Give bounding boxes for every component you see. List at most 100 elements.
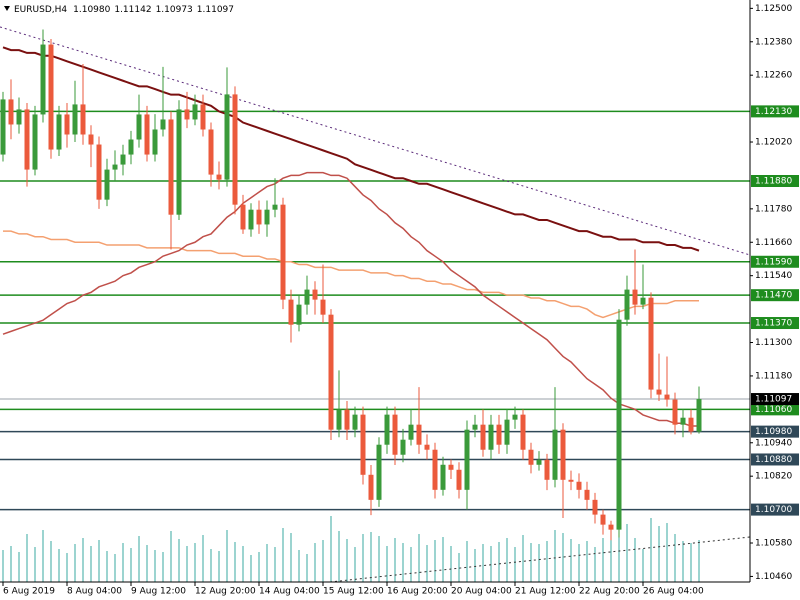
y-tick-label: 1.11660: [755, 238, 792, 248]
level-label: 1.11470: [755, 291, 792, 301]
level-label-box: [751, 453, 799, 466]
level-label: 1.10700: [755, 505, 792, 515]
x-tick-label: 16 Aug 20:00: [387, 587, 448, 597]
menu-arrow[interactable]: [4, 6, 10, 11]
candle-body: [32, 114, 38, 170]
last-price-box: [751, 393, 799, 406]
candle-body: [512, 414, 518, 420]
candle-body: [472, 424, 478, 430]
candle-body: [320, 299, 326, 315]
candle-body: [192, 104, 198, 120]
y-tick-label: 1.12380: [755, 37, 792, 47]
level-label-box: [751, 255, 799, 268]
y-tick-label: 1.11300: [755, 338, 792, 348]
candle-body: [616, 319, 622, 530]
candle-body: [440, 464, 446, 490]
candle-body: [24, 109, 30, 170]
x-tick-label: 12 Aug 20:00: [195, 587, 256, 597]
moving-average: [2, 171, 699, 427]
candle-body: [288, 299, 294, 325]
level-label: 1.10880: [755, 455, 792, 465]
candle-body: [168, 119, 174, 215]
candle-body: [552, 429, 558, 480]
candle-body: [400, 439, 406, 455]
candle-body: [456, 469, 462, 490]
candle-body: [72, 104, 78, 135]
level-label: 1.12130: [755, 107, 792, 117]
candle-body: [608, 524, 614, 530]
candle-body: [680, 417, 686, 425]
candle-body: [416, 424, 422, 445]
candle-body: [648, 297, 654, 390]
level-label: 1.11370: [755, 319, 792, 329]
candle-body: [256, 209, 262, 225]
level-label: 1.11060: [755, 405, 792, 415]
candle-body: [112, 164, 118, 170]
candle-body: [584, 489, 590, 500]
level-label-box: [751, 175, 799, 188]
candle-body: [488, 424, 494, 450]
candle-body: [536, 459, 542, 465]
candle-body: [448, 464, 454, 470]
candle-body: [0, 99, 6, 155]
candle-body: [360, 414, 366, 475]
level-label-box: [751, 289, 799, 302]
candle-body: [120, 154, 126, 165]
candle-body: [80, 104, 86, 135]
candle-body: [432, 449, 438, 490]
x-tick-label: 6 Aug 2019: [3, 587, 55, 597]
x-tick-label: 9 Aug 12:00: [131, 587, 186, 597]
candle-body: [336, 409, 342, 430]
header-value: 1.10980: [73, 5, 110, 15]
x-tick-label: 8 Aug 04:00: [67, 587, 122, 597]
candle-body: [136, 114, 142, 140]
candle-body: [232, 94, 238, 205]
candle-body: [560, 429, 566, 480]
last-price-label: 1.11097: [755, 395, 792, 405]
candle-body: [376, 444, 382, 500]
candle-body: [8, 99, 14, 125]
moving-average: [3, 230, 699, 319]
candle-body: [408, 424, 414, 440]
level-label-box: [751, 403, 799, 416]
moving-average: [2, 46, 700, 252]
candle-body: [152, 129, 158, 155]
x-tick-label: 15 Aug 12:00: [323, 587, 384, 597]
level-label-box: [751, 425, 799, 438]
y-tick-label: 1.11180: [755, 371, 792, 381]
candle-body: [160, 119, 166, 130]
candle-body: [184, 109, 190, 120]
candle-body: [688, 417, 694, 432]
candle-body: [200, 104, 206, 130]
y-tick-label: 1.10580: [755, 539, 792, 549]
header-value: 1.10973: [156, 5, 193, 15]
y-tick-label: 1.10820: [755, 472, 792, 482]
candle-body: [208, 129, 214, 175]
symbol: EURUSD,H4: [14, 5, 67, 15]
x-tick-label: 14 Aug 04:00: [259, 587, 320, 597]
candle-body: [16, 109, 22, 125]
x-tick-label: 22 Aug 20:00: [579, 587, 640, 597]
candle-body: [632, 289, 638, 305]
candle-body: [504, 419, 510, 445]
candle-body: [496, 424, 502, 445]
candle-body: [176, 109, 182, 215]
candle-body: [64, 114, 70, 135]
y-tick-label: 1.10940: [755, 438, 792, 448]
x-tick-label: 20 Aug 04:00: [451, 587, 512, 597]
candle-body: [656, 389, 662, 395]
candle-body: [576, 481, 582, 490]
candle-body: [264, 209, 270, 225]
y-tick-label: 1.10460: [755, 572, 792, 582]
candle-body: [464, 429, 470, 490]
candle-body: [224, 94, 230, 180]
candle-body: [312, 289, 318, 300]
candle-body: [528, 449, 534, 465]
candle-body: [568, 479, 574, 482]
chart-header: EURUSD,H4 1.10980 1.11142 1.10973 1.11097: [14, 5, 234, 15]
level-label: 1.11590: [755, 257, 792, 267]
candle-body: [624, 289, 630, 320]
candle-body: [296, 304, 302, 325]
header-value: 1.11097: [197, 5, 234, 15]
